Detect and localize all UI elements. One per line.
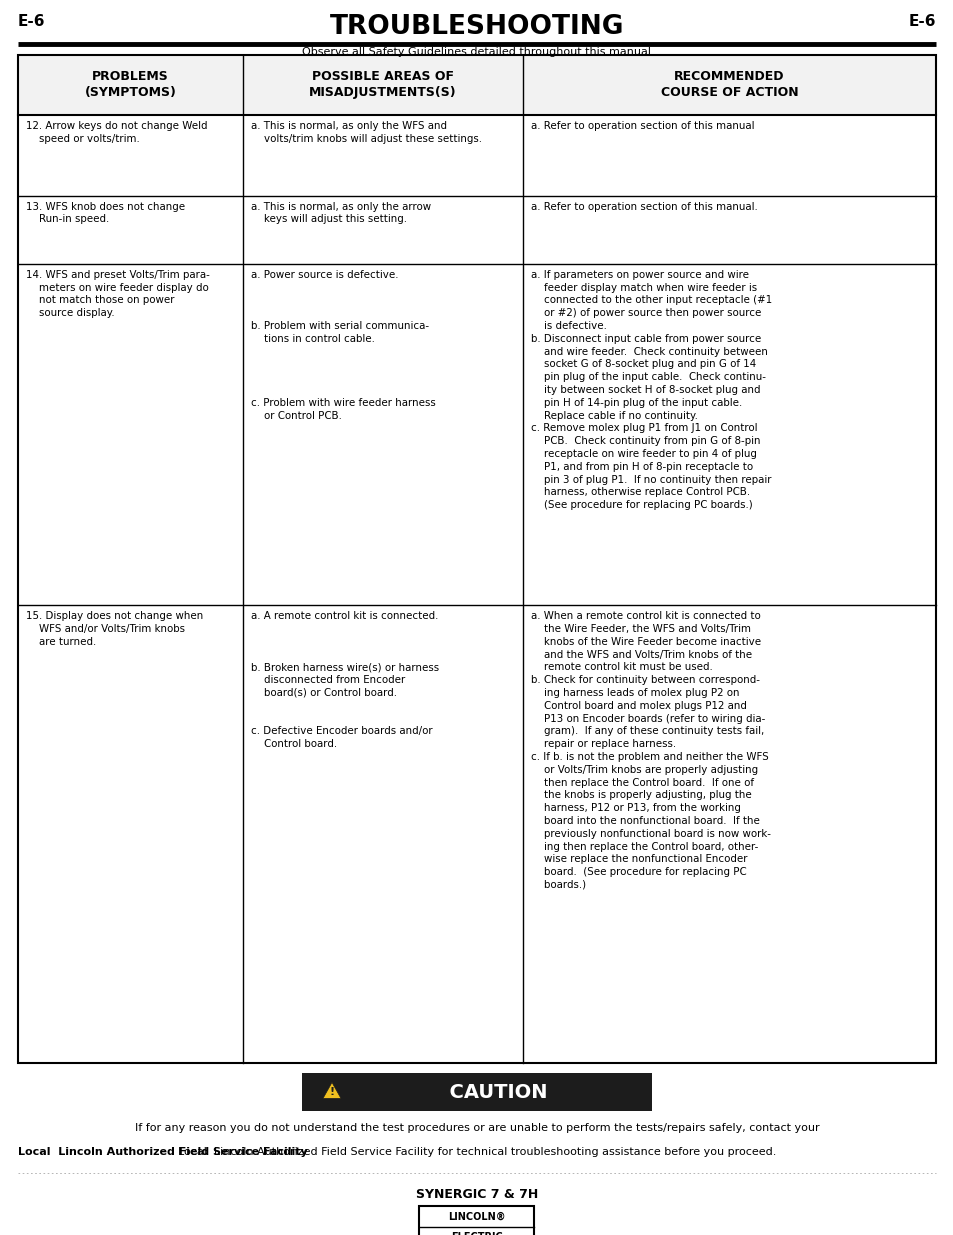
Text: TROUBLESHOOTING: TROUBLESHOOTING <box>330 14 623 40</box>
Bar <box>18 56 935 1063</box>
Text: a. When a remote control kit is connected to
    the Wire Feeder, the WFS and Vo: a. When a remote control kit is connecte… <box>530 611 770 890</box>
Text: a. This is normal, as only the arrow
    keys will adjust this setting.: a. This is normal, as only the arrow key… <box>251 201 431 225</box>
Bar <box>302 1073 651 1112</box>
Text: a. This is normal, as only the WFS and
    volts/trim knobs will adjust these se: a. This is normal, as only the WFS and v… <box>251 121 481 143</box>
Text: a. Refer to operation section of this manual: a. Refer to operation section of this ma… <box>530 121 754 131</box>
Text: a. A remote control kit is connected.



b. Broken harness wire(s) or harness
  : a. A remote control kit is connected. b.… <box>251 611 438 750</box>
Text: a. Refer to operation section of this manual.: a. Refer to operation section of this ma… <box>530 201 757 211</box>
Text: Observe all Safety Guidelines detailed throughout this manual: Observe all Safety Guidelines detailed t… <box>302 47 651 57</box>
Bar <box>419 1207 534 1235</box>
Text: ELECTRIC: ELECTRIC <box>451 1233 502 1235</box>
Bar <box>18 56 935 115</box>
Text: RECOMMENDED
COURSE OF ACTION: RECOMMENDED COURSE OF ACTION <box>659 70 798 100</box>
Text: E-6: E-6 <box>907 14 935 28</box>
Text: Local  Lincoln Authorized Field Service Facility for technical troubleshooting a: Local Lincoln Authorized Field Service F… <box>177 1147 776 1157</box>
Text: a. Power source is defective.



b. Problem with serial communica-
    tions in : a. Power source is defective. b. Problem… <box>251 269 436 421</box>
Text: 13. WFS knob does not change
    Run-in speed.: 13. WFS knob does not change Run-in spee… <box>26 201 185 225</box>
Text: !: ! <box>329 1087 335 1098</box>
Text: If for any reason you do not understand the test procedures or are unable to per: If for any reason you do not understand … <box>134 1123 819 1132</box>
Text: 15. Display does not change when
    WFS and/or Volts/Trim knobs
    are turned.: 15. Display does not change when WFS and… <box>26 611 203 647</box>
Text: E-6: E-6 <box>18 14 46 28</box>
Text: 12. Arrow keys do not change Weld
    speed or volts/trim.: 12. Arrow keys do not change Weld speed … <box>26 121 208 143</box>
Text: a. If parameters on power source and wire
    feeder display match when wire fee: a. If parameters on power source and wir… <box>530 269 771 510</box>
Text: 14. WFS and preset Volts/Trim para-
    meters on wire feeder display do
    not: 14. WFS and preset Volts/Trim para- mete… <box>26 269 210 319</box>
Polygon shape <box>323 1082 340 1098</box>
Text: PROBLEMS
(SYMPTOMS): PROBLEMS (SYMPTOMS) <box>85 70 176 100</box>
Text: CAUTION: CAUTION <box>436 1083 547 1102</box>
Text: LINCOLN®: LINCOLN® <box>448 1212 505 1221</box>
Text: SYNERGIC 7 & 7H: SYNERGIC 7 & 7H <box>416 1188 537 1200</box>
Text: POSSIBLE AREAS OF
MISADJUSTMENTS(S): POSSIBLE AREAS OF MISADJUSTMENTS(S) <box>309 70 456 100</box>
Text: Local  Lincoln Authorized Field Service Facility: Local Lincoln Authorized Field Service F… <box>18 1147 308 1157</box>
